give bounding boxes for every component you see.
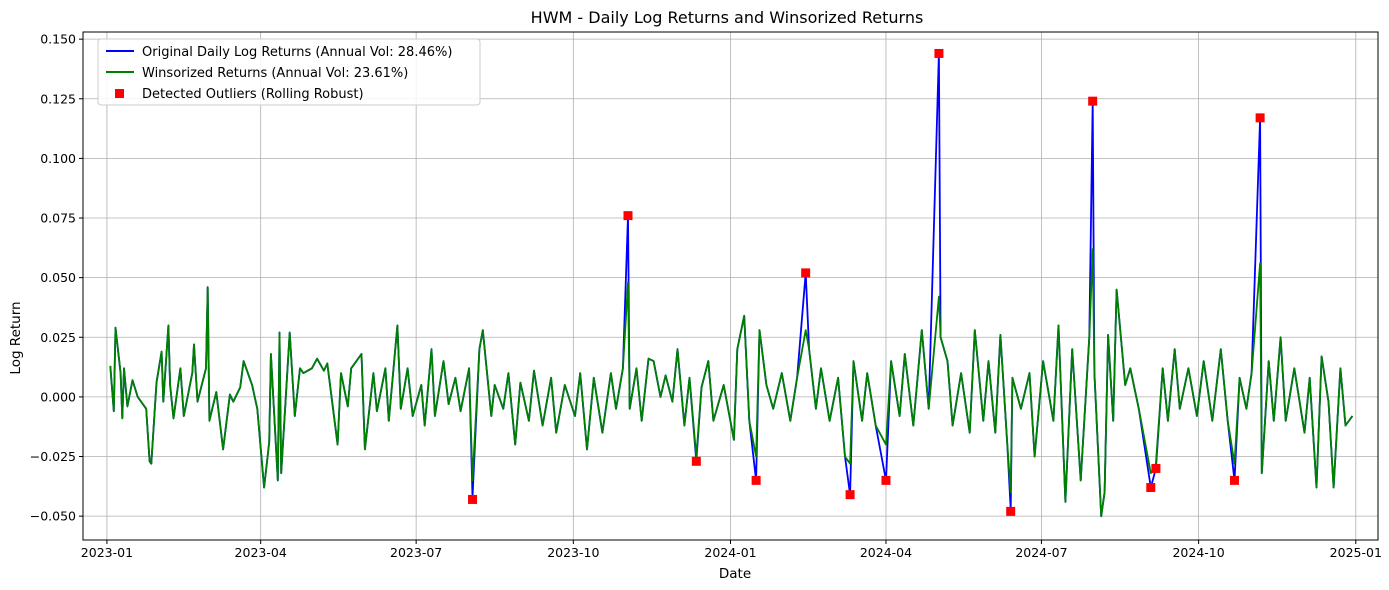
x-axis-ticks: 2023-01 2023-04 2023-07 2023-10 2024-01 2024-… — [81, 540, 1382, 560]
legend-box — [97, 38, 481, 106]
legend-label-original: Original Daily Log Returns (Annual Vol: … — [142, 45, 452, 60]
chart-title: HWM - Daily Log Returns and Winsorized R… — [531, 8, 924, 27]
legend: Original Daily Log Returns (Annual Vol: … — [97, 38, 481, 106]
y-tick-label: 0.075 — [40, 211, 76, 226]
x-tick-label: 2024-07 — [1015, 545, 1067, 560]
outlier-point — [934, 48, 944, 58]
outlier-point — [1146, 483, 1156, 493]
outlier-point — [623, 211, 633, 221]
x-tick-label: 2024-01 — [704, 545, 756, 560]
outlier-point — [845, 490, 855, 500]
outlier-point — [1088, 96, 1098, 106]
original-returns-line — [109, 52, 1354, 518]
x-axis-title: Date — [719, 566, 751, 582]
outlier-point — [1151, 463, 1161, 473]
grid — [83, 32, 1378, 540]
y-tick-label: −0.050 — [30, 509, 76, 524]
y-tick-label: 0.025 — [40, 330, 76, 345]
y-axis-title: Log Return — [8, 301, 24, 374]
x-tick-label: 2025-01 — [1330, 545, 1382, 560]
legend-label-outliers: Detected Outliers (Rolling Robust) — [142, 87, 364, 102]
outlier-markers — [468, 48, 1265, 516]
y-tick-label: 0.050 — [40, 270, 76, 285]
outlier-point — [468, 494, 478, 504]
x-tick-label: 2023-01 — [81, 545, 133, 560]
x-tick-label: 2023-07 — [390, 545, 442, 560]
outlier-point — [881, 475, 891, 485]
y-tick-label: 0.100 — [40, 151, 76, 166]
y-tick-label: 0.150 — [40, 32, 76, 47]
outlier-point — [691, 456, 701, 466]
y-tick-label: 0.000 — [40, 389, 76, 404]
y-axis-ticks: −0.050 −0.025 0.000 0.025 0.050 0.075 0.100 0.1… — [30, 32, 83, 524]
y-tick-label: −0.025 — [30, 449, 76, 464]
x-tick-label: 2023-04 — [235, 545, 287, 560]
outlier-point — [1255, 113, 1265, 123]
x-tick-label: 2024-04 — [860, 545, 912, 560]
x-tick-label: 2023-10 — [547, 545, 599, 560]
outlier-point — [1006, 506, 1016, 516]
x-tick-label: 2024-10 — [1172, 545, 1224, 560]
outlier-point — [1229, 475, 1239, 485]
legend-swatch-outliers — [115, 89, 124, 98]
series-layer — [109, 48, 1354, 518]
legend-label-winsorized: Winsorized Returns (Annual Vol: 23.61%) — [142, 66, 408, 81]
winsorized-returns-line — [109, 248, 1354, 518]
y-tick-label: 0.125 — [40, 91, 76, 106]
outlier-point — [751, 475, 761, 485]
outlier-point — [801, 268, 811, 278]
